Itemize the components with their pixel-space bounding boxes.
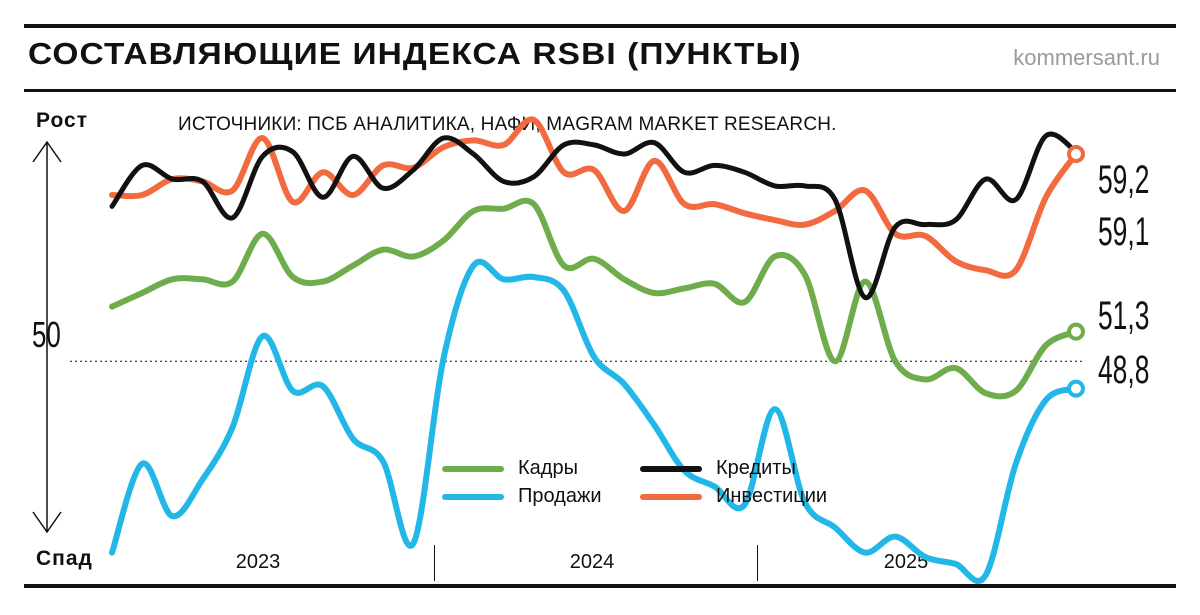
legend-item-credits: Кредиты (640, 457, 796, 480)
sources-note: ИСТОЧНИКИ: ПСБ АНАЛИТИКА, НАФИ, MAGRAM M… (178, 114, 837, 135)
axis-up-label: Рост (36, 109, 88, 132)
year-divider-1 (434, 545, 435, 581)
axis-arrow-up-icon (32, 140, 62, 163)
end-marker-sales (1067, 379, 1085, 398)
end-label-staff: 51,3 (1098, 294, 1150, 338)
axis-arrow-down-icon (32, 511, 62, 534)
year-divider-2 (757, 545, 758, 581)
end-label-sales: 48,8 (1098, 348, 1150, 392)
legend-swatch-staff (442, 465, 504, 472)
bottom-rule (24, 584, 1176, 588)
chart-title: СОСТАВЛЯЮЩИЕ ИНДЕКСА RSBI (ПУНКТЫ) (28, 36, 802, 71)
series-group (109, 116, 1079, 584)
series-line-staff (109, 197, 1079, 400)
legend-item-staff: Кадры (442, 457, 578, 480)
legend-label-investments: Инвестиции (716, 485, 828, 507)
header-rule (24, 89, 1176, 92)
series-line-sales (109, 258, 1079, 584)
legend-swatch-credits (640, 465, 702, 472)
end-label-investments: 59,1 (1098, 210, 1150, 254)
end-marker-investments (1067, 145, 1085, 164)
end-markers (1067, 145, 1085, 398)
end-marker-staff (1067, 322, 1085, 341)
legend-label-sales: Продажи (518, 485, 602, 507)
year-label-2025: 2025 (883, 551, 929, 573)
legend-label-staff: Кадры (518, 457, 578, 479)
legend-label-credits: Кредиты (716, 457, 796, 479)
legend-swatch-sales (442, 493, 504, 500)
vertical-axis-arrow (32, 140, 62, 534)
legend-item-investments: Инвестиции (640, 485, 827, 508)
legend-item-sales: Продажи (442, 485, 602, 508)
axis-down-label: Спад (36, 547, 93, 570)
series-line-credits (109, 131, 1079, 300)
year-label-2024: 2024 (569, 551, 615, 573)
end-label-credits: 59,2 (1098, 158, 1150, 202)
top-rule (24, 24, 1176, 28)
legend-swatch-investments (640, 493, 702, 500)
source-site: kommersant.ru (1013, 45, 1160, 70)
year-label-2023: 2023 (235, 551, 281, 573)
